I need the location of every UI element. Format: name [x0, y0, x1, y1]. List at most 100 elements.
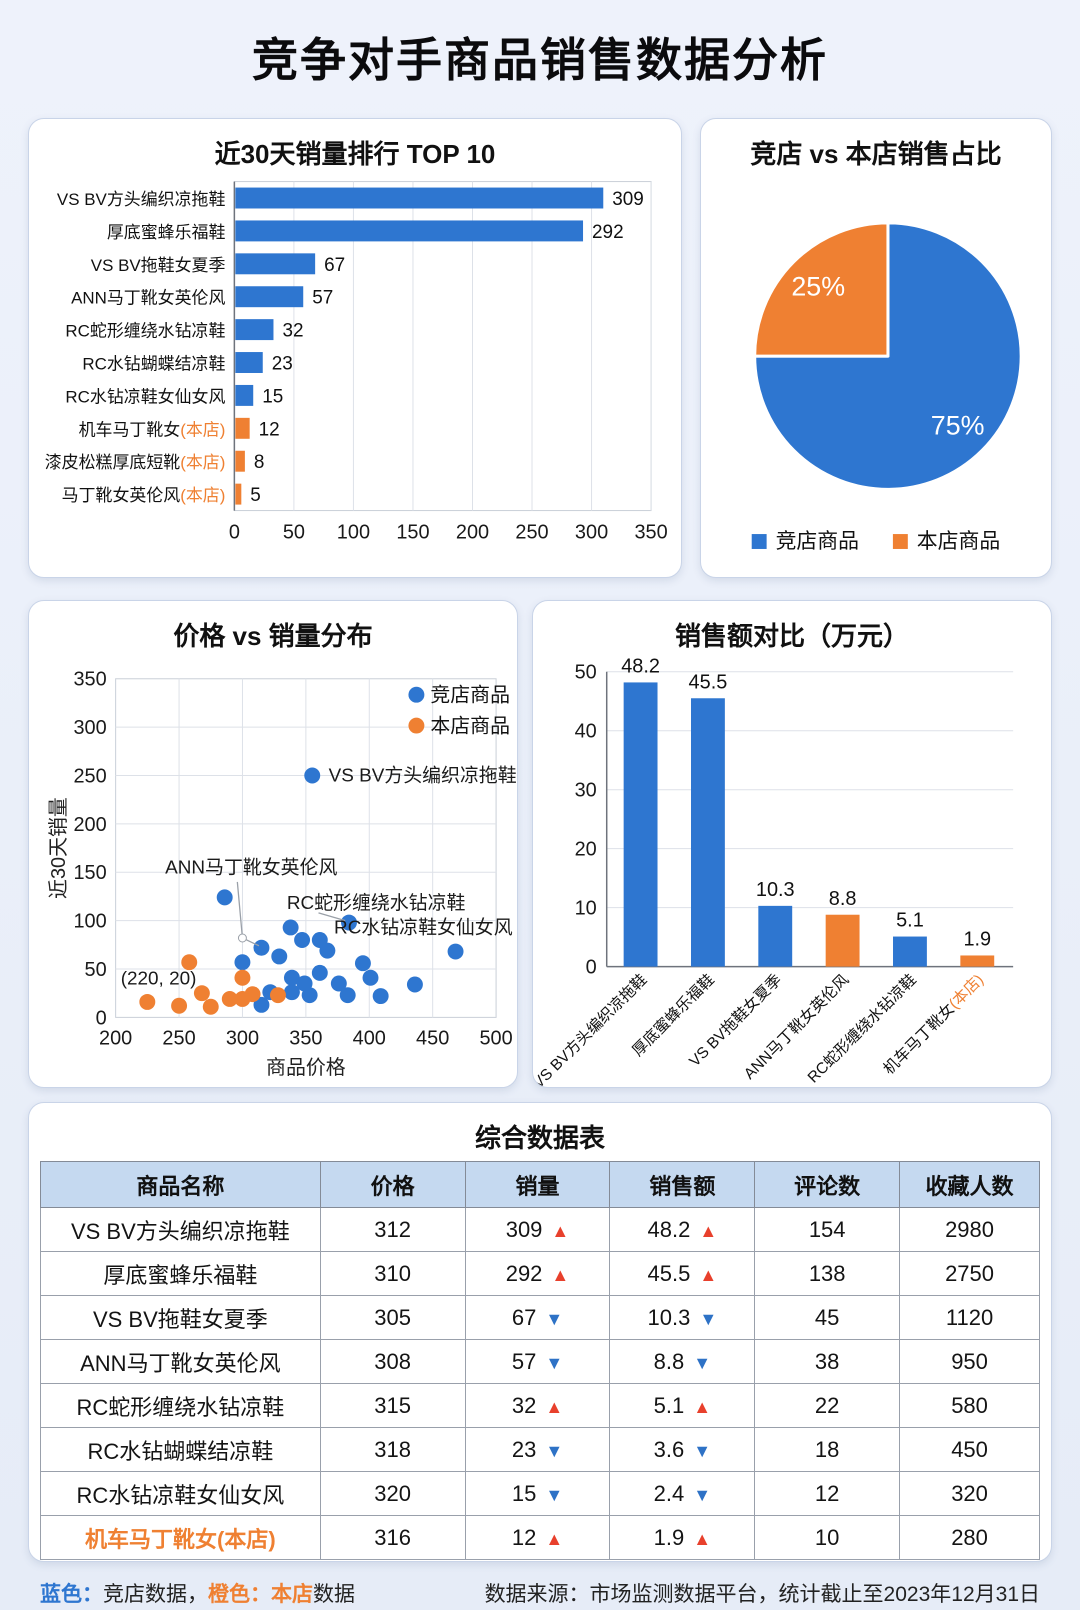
cell-favorites: 1120 [899, 1295, 1040, 1340]
scatter-point-competitor [447, 943, 464, 960]
bar-value-label: 23 [272, 353, 293, 374]
summary-table-body: VS BV方头编织凉拖鞋 312 309 ▲ 48.2 ▲ 154 2980 厚底蜜蜂乐福鞋 31… [40, 1207, 1040, 1560]
cell-favorites: 580 [899, 1383, 1040, 1428]
cell-product-name: RC蛇形缠绕水钻凉鞋 [40, 1383, 321, 1428]
color-legend-note: 蓝色：竞店数据，橙色：本店数据 [40, 1578, 355, 1608]
top10-chart-title: 近30天销量排行 TOP 10 [214, 139, 496, 169]
cell-favorites: 2980 [899, 1207, 1040, 1252]
trend-down-icon: ▼ [545, 1352, 564, 1373]
cell-sales: 57 ▼ [464, 1339, 611, 1384]
x-tick-label: 300 [575, 521, 608, 543]
share-pie-chart: 75% 25% 竞店商品 本店商品 [751, 221, 1023, 553]
bar-value-label: 5.1 [896, 910, 924, 932]
x-tick-label: 50 [283, 521, 305, 543]
y-axis-title: 近30天销量 [47, 797, 70, 899]
legend-label-0: 竞店商品 [776, 530, 860, 553]
scatter-point-competitor [271, 948, 288, 965]
x-tick-label: 200 [99, 1027, 132, 1049]
cell-reviews: 10 [754, 1515, 901, 1560]
bar-5 [960, 955, 995, 967]
scatter-point-own [221, 990, 238, 1007]
cell-revenue: 5.1 ▲ [609, 1383, 756, 1428]
bar-value-label: 1.9 [963, 929, 991, 951]
cell-favorites: 950 [899, 1339, 1040, 1384]
footer-segment-2: 橙色：本店 [208, 1583, 313, 1606]
y-tick-label: 20 [575, 839, 597, 861]
cell-product-name: VS BV方头编织凉拖鞋 [40, 1207, 321, 1252]
legend-label-1: 本店商品 [430, 715, 510, 738]
cell-sales: 309 ▲ [464, 1207, 611, 1252]
scatter-point-competitor [253, 996, 270, 1013]
bar-value-label: 67 [324, 255, 345, 276]
legend-label-1: 本店商品 [917, 530, 1001, 553]
cell-sales: 12 ▲ [464, 1515, 611, 1560]
cell-revenue: 8.8 ▼ [609, 1339, 756, 1384]
category-label: VS BV方头编织凉拖鞋 [533, 971, 650, 1088]
scatter-point-competitor [339, 987, 356, 1004]
middle-row: 价格 vs 销量分布 200 250 300 350 400 450 500 0 50 100 15… [28, 600, 1052, 1088]
y-tick-label: 10 [575, 898, 597, 920]
bar-1 [235, 220, 584, 242]
scatter-point-own [139, 993, 156, 1010]
scatter-point-competitor [283, 984, 300, 1001]
x-tick-label: 0 [229, 521, 240, 543]
category-label-main: 厚底蜜蜂乐福鞋 [107, 223, 226, 242]
cell-price: 316 [319, 1515, 466, 1560]
bar-5 [235, 352, 263, 373]
y-tick-label: 0 [96, 1007, 107, 1029]
bar-4 [235, 319, 274, 341]
scatter-point-own [181, 954, 198, 971]
category-label-main: RC水钻凉鞋女仙女风 [65, 387, 225, 406]
cell-revenue: 1.9 ▲ [609, 1515, 756, 1560]
scatter-point-competitor [301, 987, 318, 1004]
trend-down-icon: ▼ [693, 1484, 712, 1505]
table-row-4: RC蛇形缠绕水钻凉鞋 315 32 ▲ 5.1 ▲ 22 580 [40, 1383, 1040, 1428]
legend-dot-0 [408, 686, 425, 703]
annotation-text: RC蛇形缠绕水钻凉鞋 [287, 892, 466, 914]
x-tick-label: 150 [396, 521, 429, 543]
trend-down-icon: ▼ [693, 1352, 712, 1373]
table-row-7: 机车马丁靴女(本店) 316 12 ▲ 1.9 ▲ 10 280 [40, 1515, 1040, 1560]
pie-slice-label: 25% [791, 271, 845, 301]
cell-price: 318 [319, 1427, 466, 1472]
x-tick-label: 350 [634, 521, 667, 543]
cell-reviews: 12 [754, 1471, 901, 1516]
bar-3 [825, 914, 860, 967]
table-row-5: RC水钻蝴蝶结凉鞋 318 23 ▼ 3.6 ▼ 18 450 [40, 1427, 1040, 1472]
table-row-3: ANN马丁靴女英伦风 308 57 ▼ 8.8 ▼ 38 950 [40, 1339, 1040, 1384]
scatter-point-own [171, 997, 188, 1014]
annotation-text: ANN马丁靴女英伦风 [165, 856, 337, 878]
footer: 蓝色：竞店数据，橙色：本店数据 数据来源：市场监测数据平台，统计截止至2023年… [28, 1578, 1052, 1608]
footer-segment-0: 蓝色： [40, 1583, 103, 1606]
scatter-point-competitor [406, 976, 423, 993]
y-tick-label: 30 [575, 780, 597, 802]
bar-value-label: 8 [254, 452, 265, 473]
summary-table-card: 综合数据表 商品名称 价格 销量 销售额 评论数 收藏人数 VS BV方头编织凉拖鞋 312 3… [28, 1102, 1052, 1562]
bar-3 [235, 286, 304, 308]
category-label-main: 漆皮松糕厚底短靴 [45, 453, 181, 472]
cell-reviews: 45 [754, 1295, 901, 1340]
summary-table-head: 商品名称 价格 销量 销售额 评论数 收藏人数 [40, 1161, 1040, 1208]
cell-sales: 23 ▼ [464, 1427, 611, 1472]
scatter-point-competitor [372, 988, 389, 1005]
pie-chart-card: 竞店 vs 本店销售占比 75% 25% 竞店商品 本店商品 [700, 118, 1052, 578]
table-row-0: VS BV方头编织凉拖鞋 312 309 ▲ 48.2 ▲ 154 2980 [40, 1207, 1040, 1252]
trend-up-icon: ▲ [693, 1528, 712, 1549]
cell-sales: 292 ▲ [464, 1251, 611, 1296]
scatter-point-competitor [304, 767, 321, 784]
cell-favorites: 320 [899, 1471, 1040, 1516]
pie-slice-label: 75% [931, 411, 985, 441]
x-tick-label: 250 [162, 1027, 195, 1049]
scatter-chart-title: 价格 vs 销量分布 [173, 621, 373, 651]
category-label-own-suffix: (本店) [945, 971, 987, 1013]
bar-value-label: 309 [612, 189, 644, 210]
y-tick-label: 300 [73, 717, 106, 739]
category-label: 漆皮松糕厚底短靴(本店) [45, 453, 226, 472]
y-tick-label: 50 [575, 662, 597, 684]
bar-value-label: 15 [262, 386, 283, 407]
annotation-text: VS BV方头编织凉拖鞋 [329, 764, 517, 786]
bar-9 [235, 483, 242, 505]
scatter-point-competitor [319, 942, 336, 959]
